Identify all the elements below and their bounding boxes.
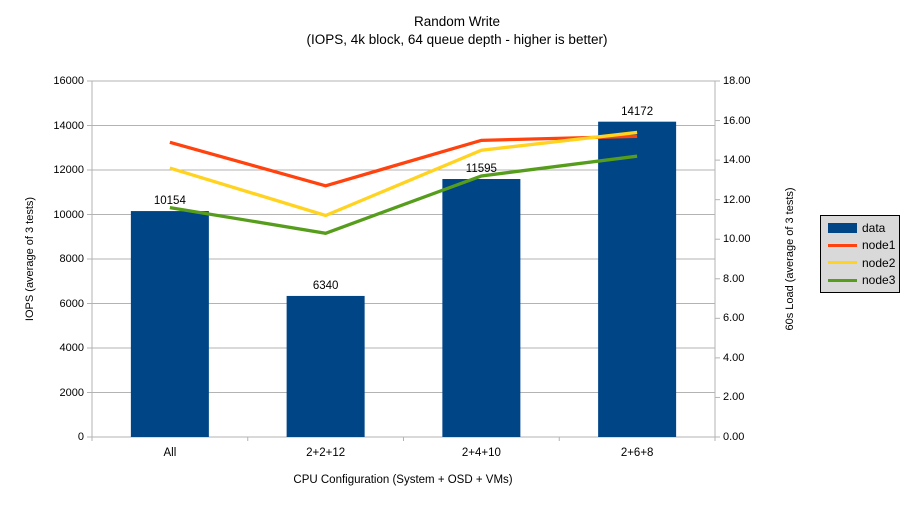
- right-axis-title: 60s Load (average of 3 tests): [784, 187, 796, 331]
- node3-series-swatch: [828, 278, 857, 282]
- bar-data: [442, 179, 521, 438]
- right-axis-tick-label: 0.00: [723, 431, 745, 443]
- left-axis-tick-label: 8000: [59, 253, 84, 265]
- right-axis-tick-label: 12.00: [723, 193, 751, 206]
- legend-label-node2: node2: [862, 255, 896, 270]
- left-axis-tick-label: 6000: [59, 297, 84, 310]
- left-axis-tick-label: 2000: [59, 386, 84, 399]
- category-label: 2+4+10: [461, 447, 501, 459]
- legend-item-node3: node3: [828, 273, 899, 288]
- left-axis-tick-label: 16000: [53, 75, 84, 87]
- left-axis-tick-label: 0: [77, 431, 84, 443]
- right-axis-tick-label: 4.00: [723, 351, 745, 364]
- legend-label-node1: node1: [862, 238, 896, 253]
- legend-label-data: data: [862, 220, 886, 235]
- legend-item-data: data: [828, 220, 899, 235]
- bar-value-label: 11595: [465, 163, 497, 175]
- category-label: 2+6+8: [620, 447, 654, 459]
- bar-data: [286, 295, 365, 437]
- legend-item-node1: node1: [828, 238, 899, 253]
- legend: data node1 node2 node3: [820, 215, 900, 293]
- bar-value-label: 6340: [312, 279, 339, 292]
- line-node1: [169, 134, 638, 188]
- right-axis-tick-label: 18.00: [723, 75, 751, 87]
- bar-value-label: 10154: [153, 195, 186, 208]
- chart-subtitle: (IOPS, 4k block, 64 queue depth - higher…: [306, 32, 608, 47]
- category-label: 2+2+12: [306, 447, 346, 459]
- node1-series-swatch: [828, 243, 857, 247]
- line-node3: [169, 154, 638, 235]
- right-axis-tick-label: 8.00: [723, 272, 745, 285]
- legend-label-node3: node3: [862, 273, 896, 288]
- right-axis-tick-label: 10.00: [723, 233, 751, 246]
- bar-data: [598, 121, 677, 437]
- right-axis-tick-label: 16.00: [723, 114, 751, 127]
- data-series-swatch: [828, 222, 857, 233]
- left-axis-tick-label: 12000: [53, 164, 84, 176]
- x-axis-title: CPU Configuration (System + OSD + VMs): [293, 474, 513, 486]
- node2-series-swatch: [828, 261, 857, 265]
- bar-value-label: 14172: [621, 105, 654, 118]
- chart-title: Random Write: [413, 14, 501, 29]
- right-axis-tick-label: 14.00: [723, 154, 751, 167]
- left-axis-tick-label: 4000: [59, 342, 84, 354]
- category-label: All: [163, 447, 177, 459]
- bar-data: [130, 211, 209, 437]
- right-axis-tick-label: 6.00: [723, 312, 745, 325]
- left-axis-tick-label: 14000: [53, 119, 84, 132]
- left-axis-tick-label: 10000: [53, 208, 84, 221]
- right-axis-tick-label: 2.00: [723, 391, 745, 404]
- legend-item-node2: node2: [828, 255, 899, 270]
- line-node2: [169, 130, 638, 218]
